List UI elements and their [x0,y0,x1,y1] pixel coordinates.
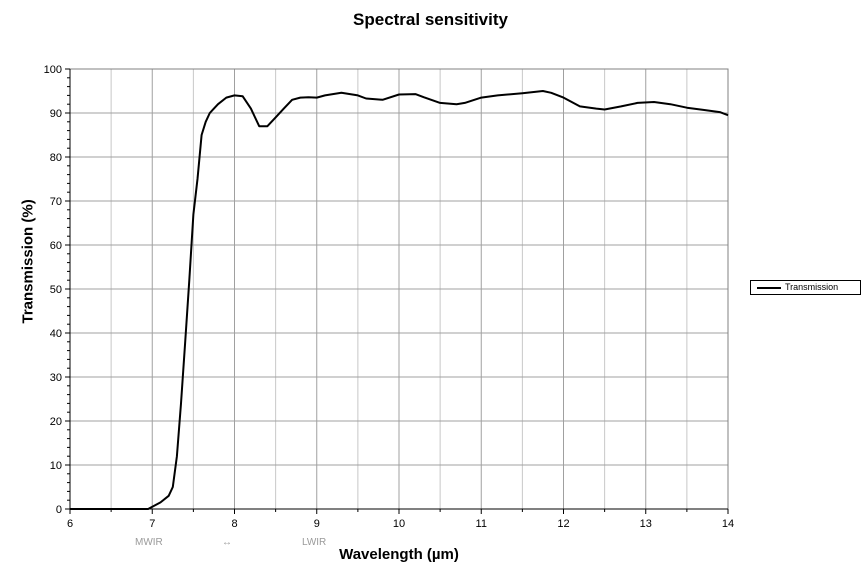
lwir-band-label: LWIR [302,537,327,548]
y-tick-label: 10 [50,460,62,472]
x-tick-label: 13 [640,518,652,530]
y-tick-label: 60 [50,240,62,252]
legend: Transmission [750,280,861,295]
x-tick-label: 6 [67,518,73,530]
mwir-band-label: MWIR [135,537,163,548]
y-tick-label: 30 [50,372,62,384]
legend-label-transmission: Transmission [785,282,839,292]
y-tick-label: 40 [50,328,62,340]
x-tick-label: 12 [557,518,569,530]
x-tick-label: 8 [231,518,237,530]
series-line-transmission [70,90,729,510]
x-tick-label: 11 [476,518,487,530]
x-tick-label: 9 [314,518,320,530]
y-tick-label: 80 [50,152,62,164]
y-tick-label: 100 [44,64,62,76]
y-tick-label: 20 [50,416,62,428]
legend-swatch-transmission [757,287,781,289]
y-tick-label: 70 [50,196,62,208]
x-tick-label: 14 [722,518,734,530]
chart-title: Spectral sensitivity [353,10,508,29]
y-tick-label: 0 [56,504,62,516]
band-boundary-arrow: ↔ [222,537,232,548]
y-tick-label: 50 [50,284,62,296]
y-tick-label: 90 [50,108,62,120]
x-tick-label: 7 [149,518,155,530]
x-axis-label: Wavelength (µm) [339,546,459,563]
x-tick-label: 10 [393,518,405,530]
